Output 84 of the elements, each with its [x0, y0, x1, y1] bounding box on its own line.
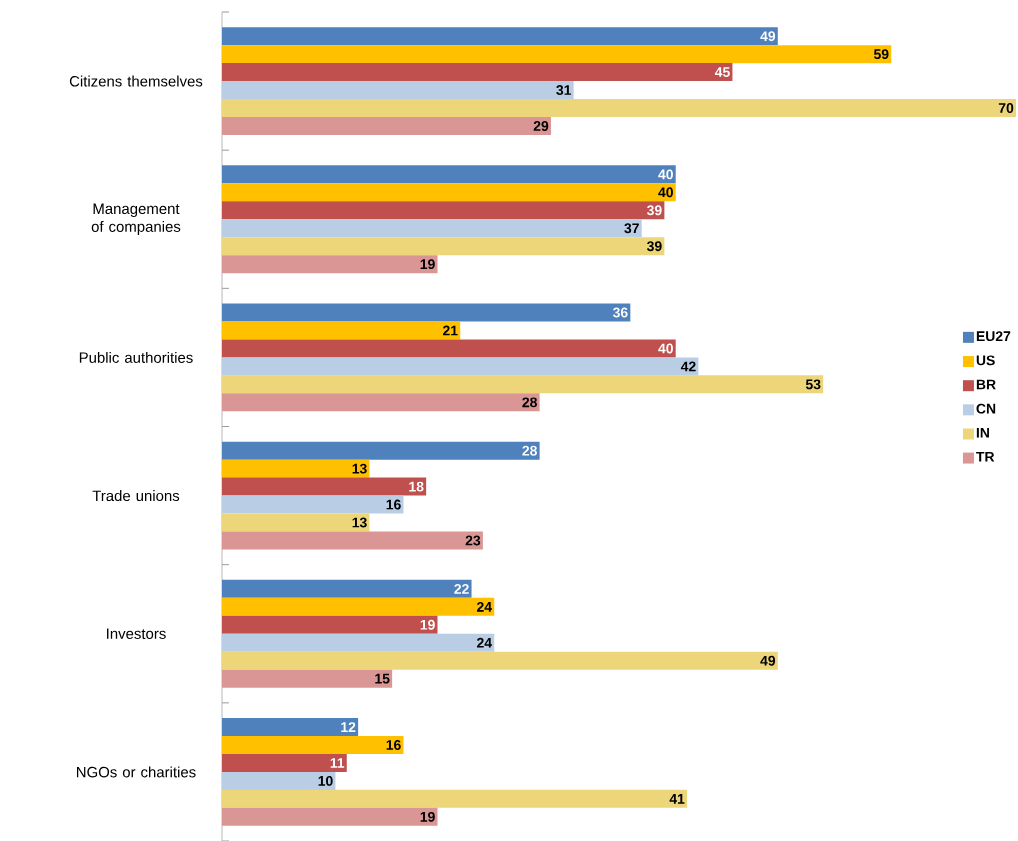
bar	[222, 165, 676, 184]
data-label: 19	[420, 259, 435, 270]
data-label: 18	[409, 481, 424, 492]
y-tick-label: Trade unions	[92, 490, 180, 502]
legend-label: CN	[976, 403, 996, 414]
data-label: 24	[477, 601, 492, 612]
bar	[222, 495, 404, 514]
bar	[222, 669, 393, 688]
data-label: 15	[375, 673, 390, 684]
data-label: 24	[477, 637, 492, 648]
data-label: 11	[330, 758, 345, 768]
bar	[222, 219, 642, 238]
bar	[222, 27, 778, 46]
data-label: 39	[646, 205, 662, 216]
data-label: 22	[454, 583, 469, 594]
bar	[222, 99, 1017, 118]
data-label: 23	[465, 535, 481, 546]
bar	[222, 597, 495, 616]
bar	[222, 651, 778, 670]
data-label: 13	[352, 517, 367, 528]
bar	[222, 63, 733, 82]
data-label: 13	[352, 463, 367, 474]
bar	[222, 735, 404, 754]
bar	[222, 771, 336, 790]
data-label: 10	[318, 775, 333, 786]
data-label: 49	[760, 31, 776, 42]
data-label: 45	[714, 67, 730, 77]
bar	[222, 81, 574, 100]
data-label: 28	[522, 445, 537, 456]
y-tick-label: Investors	[107, 628, 166, 639]
bar	[222, 513, 370, 532]
data-label: 29	[533, 121, 549, 131]
bar	[222, 477, 427, 496]
legend-label: EU27	[976, 331, 1011, 342]
bar	[222, 255, 438, 274]
data-label: 21	[442, 325, 458, 336]
data-label: 12	[341, 722, 356, 732]
data-label: 16	[386, 499, 401, 510]
bar	[222, 615, 438, 634]
y-tick-label: NGOs or charities	[76, 766, 196, 778]
bar	[222, 357, 699, 376]
data-label: 31	[556, 85, 572, 96]
bar	[222, 375, 824, 394]
bar	[222, 441, 540, 460]
data-label: 40	[658, 187, 673, 198]
data-label: 37	[624, 223, 639, 234]
y-tick-label: Management of companies	[91, 203, 181, 235]
bar	[222, 633, 495, 652]
data-label: 36	[612, 307, 628, 318]
bar	[222, 339, 676, 358]
bar	[222, 753, 347, 772]
bar	[222, 807, 438, 826]
data-label: 41	[669, 794, 685, 804]
data-label: 39	[646, 241, 662, 252]
bar	[222, 237, 665, 256]
data-label: 40	[658, 169, 673, 180]
bar	[222, 789, 688, 808]
data-label: 70	[998, 103, 1014, 113]
y-tick-label: Public authorities	[79, 351, 193, 363]
data-label: 19	[420, 619, 435, 630]
data-label: 59	[873, 49, 889, 60]
data-label: 40	[658, 343, 673, 354]
legend-label: IN	[976, 427, 989, 438]
bar	[222, 579, 472, 598]
bar	[222, 531, 483, 550]
bar	[222, 45, 892, 64]
data-label: 16	[386, 740, 401, 750]
data-label: 49	[760, 655, 776, 666]
data-label: 42	[680, 361, 696, 372]
data-label: 28	[522, 397, 537, 408]
bar	[222, 393, 540, 412]
legend-label: BR	[976, 379, 996, 390]
legend-label: US	[976, 355, 995, 366]
data-label: 53	[805, 379, 821, 390]
bar	[222, 321, 461, 340]
data-label: 19	[420, 811, 435, 822]
bar	[222, 116, 551, 135]
bar	[222, 183, 676, 202]
legend-label: TR	[976, 452, 995, 462]
bar	[222, 459, 370, 478]
bar	[222, 201, 665, 220]
bar	[222, 303, 631, 322]
bar	[222, 718, 359, 737]
y-tick-label: Citizens themselves	[69, 75, 203, 87]
